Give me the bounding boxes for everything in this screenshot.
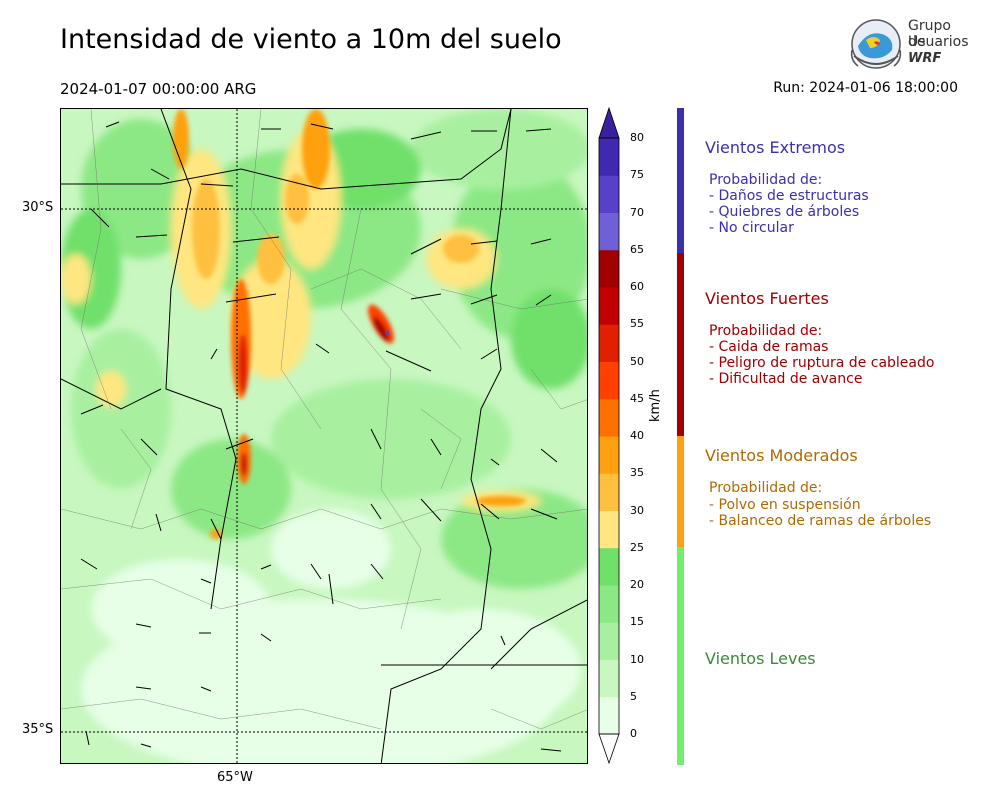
category-item: - Polvo en suspensión bbox=[709, 497, 861, 513]
colorbar-extend-top bbox=[598, 106, 620, 139]
logo-text-line2: Usuarios bbox=[908, 34, 969, 50]
category-item: - Dificultad de avance bbox=[709, 371, 863, 387]
colorbar-tick-label: 0 bbox=[630, 727, 637, 740]
category-item: - No circular bbox=[709, 220, 794, 236]
map-title: Intensidad de viento a 10m del suelo bbox=[60, 24, 562, 55]
colorbar bbox=[598, 106, 620, 765]
colorbar-tick-label: 60 bbox=[630, 280, 644, 293]
colorbar-block bbox=[599, 585, 619, 623]
category-bar bbox=[677, 108, 684, 765]
category-title-moderados: Vientos Moderados bbox=[705, 446, 858, 465]
colorbar-tick-label: 55 bbox=[630, 317, 644, 331]
colorbar-block bbox=[599, 398, 619, 437]
logo-text-line3: WRF bbox=[908, 51, 942, 66]
category-item: - Caida de ramas bbox=[709, 339, 829, 355]
extreme-wind-spot bbox=[385, 331, 389, 335]
category-item: - Peligro de ruptura de cableado bbox=[709, 355, 935, 371]
colorbar-frame bbox=[598, 137, 620, 735]
colorbar-tick-label: 5 bbox=[630, 689, 637, 703]
colorbar-tick-label: 10 bbox=[630, 652, 644, 666]
colorbar-block bbox=[599, 622, 619, 660]
wind-map bbox=[60, 108, 588, 764]
lat-label-35s: 35°S bbox=[22, 722, 54, 737]
colorbar-tick-label: 80 bbox=[630, 131, 644, 144]
colorbar-tick-label: 25 bbox=[630, 540, 644, 554]
run-time: Run: 2024-01-06 18:00:00 bbox=[773, 80, 958, 96]
colorbar-tick-label: 15 bbox=[630, 615, 644, 629]
colorbar-units: km/h bbox=[648, 389, 663, 422]
wind-vectors bbox=[80, 121, 562, 752]
colorbar-block bbox=[599, 696, 619, 735]
category-subtitle-extremos: Probabilidad de: bbox=[709, 172, 823, 188]
valid-time: 2024-01-07 00:00:00 ARG bbox=[60, 80, 257, 98]
category-title-leves: Vientos Leves bbox=[705, 649, 816, 668]
colorbar-block bbox=[599, 361, 619, 400]
colorbar-extend-bottom bbox=[598, 733, 620, 765]
colorbar-block bbox=[599, 659, 619, 698]
colorbar-block bbox=[599, 287, 619, 325]
colorbar-block bbox=[599, 212, 619, 251]
category-title-fuertes: Vientos Fuertes bbox=[705, 289, 829, 308]
lat-label-30s: 30°S bbox=[22, 200, 54, 215]
colorbar-block bbox=[599, 324, 619, 362]
colorbar-block bbox=[599, 436, 619, 474]
colorbar-block bbox=[599, 138, 619, 176]
colorbar-tick-label: 35 bbox=[630, 466, 644, 480]
category-subtitle-moderados: Probabilidad de: bbox=[709, 480, 823, 496]
wrf-logo: Grupo de Usuarios WRF bbox=[848, 16, 969, 72]
wind-field-shading bbox=[61, 109, 587, 763]
category-item: - Balanceo de ramas de árboles bbox=[709, 513, 932, 529]
graticule bbox=[61, 109, 587, 763]
department-borders bbox=[61, 109, 587, 730]
colorbar-tick-label: 65 bbox=[630, 242, 644, 256]
globe-logo-icon bbox=[850, 19, 902, 69]
colorbar-block bbox=[599, 473, 619, 511]
colorbar-tick-label: 75 bbox=[630, 168, 644, 182]
category-bar-extreme bbox=[677, 108, 684, 253]
colorbar-tick-label: 70 bbox=[630, 205, 644, 219]
logo-text-line1: Grupo de bbox=[908, 18, 951, 50]
category-item: - Quiebres de árboles bbox=[709, 204, 860, 220]
colorbar-tick-label: 40 bbox=[630, 429, 644, 442]
category-title-extremos: Vientos Extremos bbox=[705, 138, 846, 157]
category-bar-fuertes bbox=[677, 253, 684, 436]
colorbar-blocks bbox=[599, 138, 619, 735]
colorbar-block bbox=[599, 249, 619, 288]
colorbar-tick-label: 45 bbox=[630, 391, 644, 405]
wind-field-maxima bbox=[173, 109, 526, 539]
colorbar-tick-label: 30 bbox=[630, 503, 644, 517]
category-subtitle-fuertes: Probabilidad de: bbox=[709, 323, 823, 339]
category-bar-leves bbox=[677, 547, 684, 765]
colorbar-block bbox=[599, 547, 619, 586]
colorbar-tick-label: 50 bbox=[630, 354, 644, 368]
lon-label-65w: 65°W bbox=[217, 770, 253, 785]
colorbar-tick-label: 20 bbox=[630, 578, 644, 591]
category-item: - Daños de estructuras bbox=[709, 188, 869, 204]
province-borders bbox=[61, 109, 587, 763]
category-bar-moderados bbox=[677, 436, 684, 547]
colorbar-block bbox=[599, 175, 619, 213]
colorbar-block bbox=[599, 510, 619, 549]
